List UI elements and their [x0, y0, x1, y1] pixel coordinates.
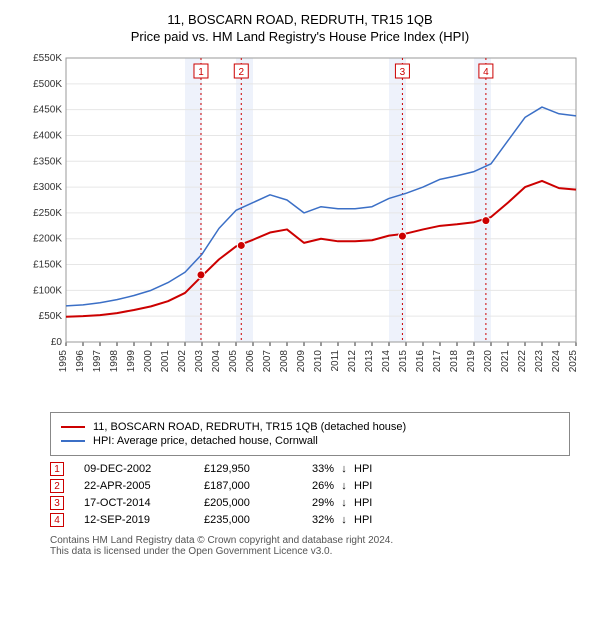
sales-table: 109-DEC-2002£129,95033%↓HPI222-APR-2005£…: [50, 462, 570, 527]
svg-text:2010: 2010: [313, 350, 324, 373]
legend-label: 11, BOSCARN ROAD, REDRUTH, TR15 1QB (det…: [93, 421, 406, 433]
svg-text:1999: 1999: [126, 350, 137, 373]
svg-text:2015: 2015: [398, 350, 409, 373]
svg-text:2018: 2018: [449, 350, 460, 373]
footer-line2: This data is licensed under the Open Gov…: [50, 546, 570, 557]
svg-text:1995: 1995: [58, 350, 69, 373]
sales-row: 4 12-SEP-2019£235,00032%↓HPI: [50, 513, 570, 527]
sales-date: 12-SEP-2019: [84, 514, 204, 526]
svg-text:2020: 2020: [483, 350, 494, 373]
svg-text:2017: 2017: [432, 350, 443, 373]
svg-text:2009: 2009: [296, 350, 307, 373]
svg-text:2004: 2004: [211, 350, 222, 373]
svg-text:2003: 2003: [194, 350, 205, 373]
sales-date: 22-APR-2005: [84, 480, 204, 492]
sales-rel: HPI: [354, 497, 372, 509]
svg-text:£500K: £500K: [33, 79, 62, 90]
svg-text:£350K: £350K: [33, 156, 62, 167]
page-subtitle: Price paid vs. HM Land Registry's House …: [10, 29, 590, 44]
legend-swatch: [61, 426, 85, 428]
sales-rel: HPI: [354, 514, 372, 526]
svg-text:3: 3: [400, 67, 406, 78]
sales-pct: 29%: [294, 497, 334, 509]
svg-text:£400K: £400K: [33, 130, 62, 141]
legend-label: HPI: Average price, detached house, Corn…: [93, 435, 318, 447]
sales-price: £187,000: [204, 480, 294, 492]
svg-text:£100K: £100K: [33, 285, 62, 296]
svg-text:2016: 2016: [415, 350, 426, 373]
svg-text:£300K: £300K: [33, 182, 62, 193]
sales-pct: 33%: [294, 463, 334, 475]
svg-text:2011: 2011: [330, 350, 341, 372]
svg-text:£550K: £550K: [33, 53, 62, 64]
legend-swatch: [61, 440, 85, 442]
sales-marker: 3: [50, 496, 64, 510]
page-title: 11, BOSCARN ROAD, REDRUTH, TR15 1QB: [10, 12, 590, 27]
legend-row: HPI: Average price, detached house, Corn…: [61, 435, 559, 447]
svg-text:2022: 2022: [517, 350, 528, 373]
sales-rel: HPI: [354, 463, 372, 475]
svg-text:4: 4: [483, 67, 489, 78]
footer-line1: Contains HM Land Registry data © Crown c…: [50, 535, 570, 546]
sales-row: 3 17-OCT-2014£205,00029%↓HPI: [50, 496, 570, 510]
legend-row: 11, BOSCARN ROAD, REDRUTH, TR15 1QB (det…: [61, 421, 559, 433]
down-arrow-icon: ↓: [334, 497, 354, 509]
sales-row: 2 22-APR-2005£187,00026%↓HPI: [50, 479, 570, 493]
svg-text:2019: 2019: [466, 350, 477, 373]
svg-text:£450K: £450K: [33, 105, 62, 116]
svg-text:1997: 1997: [92, 350, 103, 373]
footer: Contains HM Land Registry data © Crown c…: [50, 535, 570, 557]
sales-pct: 32%: [294, 514, 334, 526]
svg-text:£0: £0: [51, 337, 63, 348]
svg-text:2012: 2012: [347, 350, 358, 373]
svg-text:£150K: £150K: [33, 260, 62, 271]
svg-text:2008: 2008: [279, 350, 290, 373]
chart: £0 £50K £100K £150K £200K £250K £300K £350K £400…: [20, 52, 580, 402]
svg-text:1998: 1998: [109, 350, 120, 373]
svg-text:£50K: £50K: [39, 311, 63, 322]
svg-text:1996: 1996: [75, 350, 86, 373]
svg-text:2005: 2005: [228, 350, 239, 373]
svg-text:2025: 2025: [568, 350, 579, 373]
sales-price: £205,000: [204, 497, 294, 509]
sales-marker: 4: [50, 513, 64, 527]
svg-text:2007: 2007: [262, 350, 273, 373]
down-arrow-icon: ↓: [334, 514, 354, 526]
sales-date: 17-OCT-2014: [84, 497, 204, 509]
svg-text:2: 2: [238, 67, 244, 78]
sales-row: 1 09-DEC-2002£129,95033%↓HPI: [50, 462, 570, 476]
sales-pct: 26%: [294, 480, 334, 492]
svg-text:1: 1: [198, 67, 204, 78]
sales-price: £235,000: [204, 514, 294, 526]
down-arrow-icon: ↓: [334, 480, 354, 492]
svg-text:2006: 2006: [245, 350, 256, 373]
svg-text:2001: 2001: [160, 350, 171, 373]
svg-text:2023: 2023: [534, 350, 545, 373]
svg-text:£250K: £250K: [33, 208, 62, 219]
svg-text:2021: 2021: [500, 350, 511, 373]
down-arrow-icon: ↓: [334, 463, 354, 475]
svg-text:2024: 2024: [551, 350, 562, 373]
sales-marker: 2: [50, 479, 64, 493]
sales-price: £129,950: [204, 463, 294, 475]
svg-text:2000: 2000: [143, 350, 154, 373]
svg-text:2013: 2013: [364, 350, 375, 373]
legend: 11, BOSCARN ROAD, REDRUTH, TR15 1QB (det…: [50, 412, 570, 456]
svg-text:£200K: £200K: [33, 234, 62, 245]
sales-marker: 1: [50, 462, 64, 476]
sales-date: 09-DEC-2002: [84, 463, 204, 475]
svg-text:2014: 2014: [381, 350, 392, 373]
sales-rel: HPI: [354, 480, 372, 492]
svg-text:2002: 2002: [177, 350, 188, 373]
